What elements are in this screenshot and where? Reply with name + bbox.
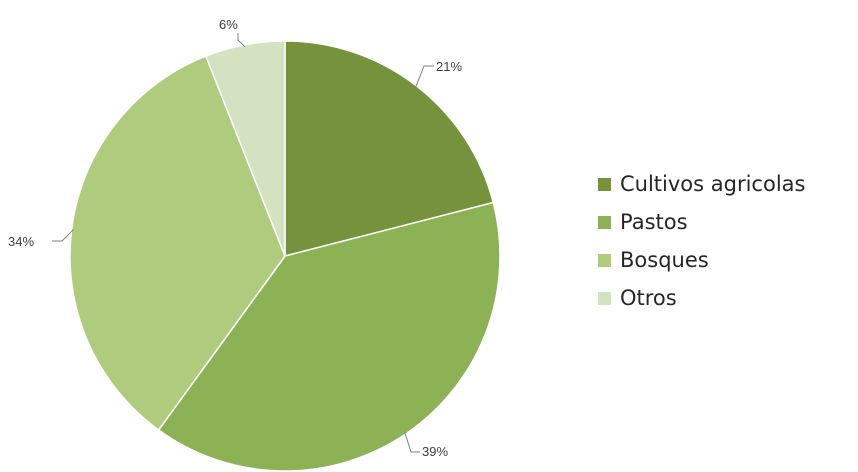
legend-swatch-cultivos-agricolas: [598, 178, 611, 191]
data-label-otros: 6%: [219, 17, 238, 32]
legend-item-otros: Otros: [598, 286, 677, 310]
leader-line-bosques: [52, 228, 75, 242]
leader-lines: [52, 33, 434, 453]
leader-line-cultivos-agricolas: [415, 65, 434, 88]
pie-slice-pastos: [157, 201, 501, 472]
legend-label-cultivos-agricolas: Cultivos agricolas: [620, 172, 805, 196]
legend-item-bosques: Bosques: [598, 248, 709, 272]
legend-swatch-pastos: [598, 216, 611, 229]
legend: Cultivos agricolas Pastos Bosques Otros: [598, 172, 805, 310]
pie-slice-otros: [204, 40, 286, 257]
legend-item-cultivos-agricolas: Cultivos agricolas: [598, 172, 805, 196]
leader-line-pastos: [404, 432, 420, 453]
leader-line-otros: [237, 33, 246, 48]
pie-slice-cultivos-agricolas: [284, 40, 495, 257]
legend-label-pastos: Pastos: [620, 210, 688, 234]
legend-label-otros: Otros: [620, 286, 677, 310]
data-labels: 21% 39% 34% 6%: [8, 17, 462, 459]
legend-swatch-otros: [598, 292, 611, 305]
pie-slice-bosques: [69, 55, 286, 431]
legend-swatch-bosques: [598, 254, 611, 267]
legend-item-pastos: Pastos: [598, 210, 688, 234]
data-label-cultivos-agricolas: 21%: [436, 59, 462, 74]
pie-slices: [69, 40, 501, 472]
data-label-bosques: 34%: [8, 234, 34, 249]
legend-label-bosques: Bosques: [620, 248, 709, 272]
data-label-pastos: 39%: [422, 444, 448, 459]
